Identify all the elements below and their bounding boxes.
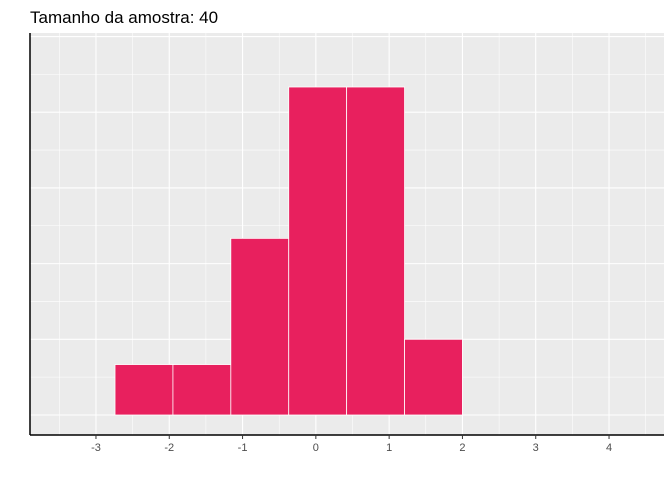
- histogram-bar-4: [288, 86, 348, 416]
- histogram-bars: [114, 86, 463, 416]
- histogram-bar-2: [172, 364, 232, 416]
- chart-title: Tamanho da amostra: 40: [30, 8, 218, 27]
- x-tick-label: 3: [533, 442, 539, 454]
- x-tick-label: 2: [459, 442, 465, 454]
- histogram-bar-3: [230, 237, 290, 416]
- histogram-bar-5: [346, 86, 405, 416]
- x-tick-label: -2: [164, 442, 174, 454]
- histogram-bar-6: [404, 338, 463, 416]
- x-tick-label: 0: [313, 442, 319, 454]
- x-tick-label: -1: [238, 442, 248, 454]
- x-axis-ticks: -3 -2 -1 0 1 2 3 4: [91, 435, 612, 454]
- x-tick-label: 4: [606, 442, 612, 454]
- x-tick-label: 1: [386, 442, 392, 454]
- histogram-bar-1: [114, 364, 174, 416]
- x-tick-label: -3: [91, 442, 101, 454]
